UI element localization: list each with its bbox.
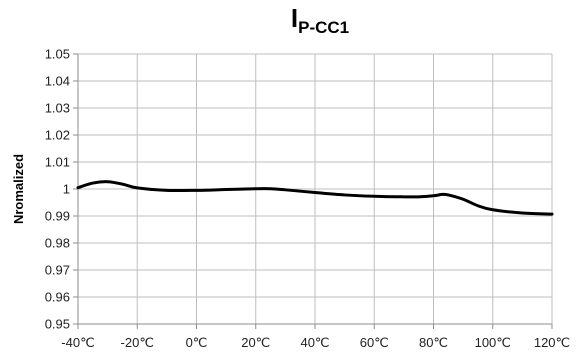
y-tick-label: 0.95 — [45, 317, 70, 332]
y-axis-label: Nromalized — [11, 154, 26, 224]
y-tick-label: 1 — [63, 182, 70, 197]
y-tick-labels: 0.95 0.96 0.97 0.98 0.99 1 1.01 1.02 1.03 1.04 1.0… — [45, 47, 70, 332]
x-tick-label: 80℃ — [419, 335, 448, 350]
series-line — [76, 180, 554, 216]
x-tick-labels: -40℃ -20℃ 0℃ 20℃ 40℃ 60℃ 80℃ 100℃ 120℃ — [61, 335, 570, 350]
y-tick-label: 1.05 — [45, 47, 70, 62]
series-layer — [76, 180, 554, 216]
chart-title-main: I — [291, 3, 298, 33]
y-tick-label: 1.01 — [45, 155, 70, 170]
y-tick-label: 0.97 — [45, 263, 70, 278]
x-tick-label: 40℃ — [300, 335, 329, 350]
y-tick-label: 0.96 — [45, 290, 70, 305]
y-tick-label: 0.99 — [45, 209, 70, 224]
chart-title-subscript: P-CC1 — [298, 18, 349, 37]
y-tick-label: 1.04 — [45, 74, 70, 89]
x-tick-label: 0℃ — [186, 335, 208, 350]
y-tick-label: 0.98 — [45, 236, 70, 251]
chart-title: IP-CC1 — [291, 3, 349, 37]
x-tick-label: 60℃ — [360, 335, 389, 350]
y-tick-label: 1.03 — [45, 101, 70, 116]
x-tick-label: 120℃ — [534, 335, 570, 350]
x-tick-label: -40℃ — [61, 335, 94, 350]
y-tick-label: 1.02 — [45, 128, 70, 143]
x-tick-label: 20℃ — [241, 335, 270, 350]
x-tick-label: 100℃ — [475, 335, 511, 350]
x-tick-label: -20℃ — [121, 335, 154, 350]
